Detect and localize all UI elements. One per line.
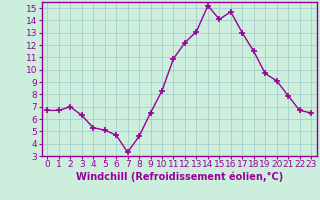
X-axis label: Windchill (Refroidissement éolien,°C): Windchill (Refroidissement éolien,°C) <box>76 172 283 182</box>
